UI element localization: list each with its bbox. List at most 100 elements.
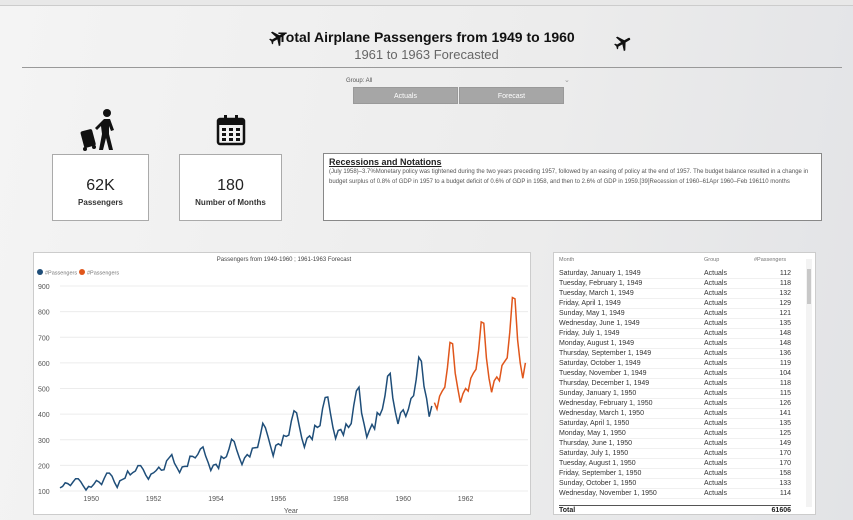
passengers-cell: 141 bbox=[779, 410, 791, 417]
table-row[interactable]: Saturday, July 1, 1950 Actuals 170 bbox=[559, 449, 791, 459]
scrollbar-thumb[interactable] bbox=[807, 269, 811, 304]
x-tick-label: 1956 bbox=[271, 496, 287, 503]
chevron-down-icon[interactable]: ⌄ bbox=[564, 76, 570, 84]
x-tick-label: 1958 bbox=[333, 496, 349, 503]
month-cell: Wednesday, March 1, 1950 bbox=[559, 410, 644, 417]
passengers-cell: 119 bbox=[779, 360, 791, 367]
month-cell: Friday, September 1, 1950 bbox=[559, 470, 642, 477]
month-cell: Wednesday, November 1, 1950 bbox=[559, 490, 657, 497]
forecast-button[interactable]: Forecast bbox=[459, 87, 564, 104]
legend-marker bbox=[79, 269, 85, 275]
series-line bbox=[433, 296, 527, 412]
month-cell: Monday, May 1, 1950 bbox=[559, 430, 626, 437]
passengers-cell: 135 bbox=[779, 420, 791, 427]
group-cell: Actuals bbox=[704, 320, 727, 327]
group-cell: Actuals bbox=[704, 270, 727, 277]
passengers-card: 62K Passengers bbox=[52, 154, 149, 221]
column-header-passengers[interactable]: #Passengers bbox=[754, 257, 787, 263]
header-divider bbox=[22, 67, 842, 68]
passengers-cell: 149 bbox=[779, 440, 791, 447]
month-cell: Sunday, May 1, 1949 bbox=[559, 310, 625, 317]
passengers-cell: 115 bbox=[779, 390, 791, 397]
passengers-cell: 104 bbox=[779, 370, 791, 377]
actuals-button[interactable]: Actuals bbox=[353, 87, 458, 104]
group-cell: Actuals bbox=[704, 490, 727, 497]
table-row[interactable]: Sunday, January 1, 1950 Actuals 115 bbox=[559, 389, 791, 399]
x-tick-label: 1954 bbox=[208, 496, 224, 503]
table-row[interactable]: Wednesday, November 1, 1950 Actuals 114 bbox=[559, 489, 791, 499]
passengers-line-chart: Passengers from 1949-1960 ; 1961-1963 Fo… bbox=[33, 252, 531, 515]
top-bar bbox=[0, 0, 853, 6]
month-cell: Wednesday, June 1, 1949 bbox=[559, 320, 640, 327]
passengers-cell: 132 bbox=[779, 290, 791, 297]
group-cell: Actuals bbox=[704, 330, 727, 337]
group-cell: Actuals bbox=[704, 370, 727, 377]
table-row[interactable]: Friday, September 1, 1950 Actuals 158 bbox=[559, 469, 791, 479]
table-row[interactable]: Wednesday, March 1, 1950 Actuals 141 bbox=[559, 409, 791, 419]
chart-legend: #Passengers #Passengers bbox=[37, 269, 119, 277]
page-subtitle: 1961 to 1963 Forecasted bbox=[354, 47, 499, 62]
group-cell: Actuals bbox=[704, 430, 727, 437]
total-label: Total bbox=[559, 507, 576, 514]
group-cell: Actuals bbox=[704, 360, 727, 367]
passengers-value: 62K bbox=[86, 177, 115, 194]
months-label: Number of Months bbox=[195, 198, 266, 207]
month-cell: Friday, April 1, 1949 bbox=[559, 300, 621, 307]
notes-text: (July 1958)–3.7%Monetary policy was tigh… bbox=[329, 169, 809, 185]
passengers-cell: 118 bbox=[779, 380, 791, 387]
column-header-month[interactable]: Month bbox=[559, 257, 575, 263]
table-row[interactable]: Monday, May 1, 1950 Actuals 125 bbox=[559, 429, 791, 439]
month-cell: Tuesday, November 1, 1949 bbox=[559, 370, 647, 377]
column-header-group[interactable]: Group bbox=[704, 257, 720, 263]
month-cell: Thursday, December 1, 1949 bbox=[559, 380, 650, 387]
airplane-icon bbox=[269, 31, 286, 47]
table-row[interactable]: Tuesday, August 1, 1950 Actuals 170 bbox=[559, 459, 791, 469]
group-cell: Actuals bbox=[704, 470, 727, 477]
table-row[interactable]: Saturday, April 1, 1950 Actuals 135 bbox=[559, 419, 791, 429]
months-value: 180 bbox=[217, 177, 244, 194]
legend-label: #Passengers bbox=[87, 271, 119, 277]
x-tick-label: 1950 bbox=[83, 496, 99, 503]
notes-title: Recessions and Notations bbox=[329, 157, 442, 167]
month-cell: Sunday, October 1, 1950 bbox=[559, 480, 637, 487]
group-cell: Actuals bbox=[704, 480, 727, 487]
group-cell: Actuals bbox=[704, 380, 727, 387]
passengers-cell: 148 bbox=[779, 330, 791, 337]
table-row[interactable]: Tuesday, March 1, 1949 Actuals 132 bbox=[559, 289, 791, 299]
table-row[interactable]: Monday, August 1, 1949 Actuals 148 bbox=[559, 339, 791, 349]
table-row[interactable]: Wednesday, February 1, 1950 Actuals 126 bbox=[559, 399, 791, 409]
month-cell: Friday, July 1, 1949 bbox=[559, 330, 620, 337]
table-total-row: Total 61606 bbox=[559, 505, 791, 514]
group-cell: Actuals bbox=[704, 410, 727, 417]
table-row[interactable]: Wednesday, June 1, 1949 Actuals 135 bbox=[559, 319, 791, 329]
passengers-cell: 133 bbox=[779, 480, 791, 487]
passengers-label: Passengers bbox=[78, 198, 123, 207]
table-row[interactable]: Thursday, June 1, 1950 Actuals 149 bbox=[559, 439, 791, 449]
passengers-cell: 121 bbox=[779, 310, 791, 317]
table-row[interactable]: Friday, April 1, 1949 Actuals 129 bbox=[559, 299, 791, 309]
passengers-table: Month Group #Passengers Saturday, Januar… bbox=[553, 252, 816, 515]
table-row[interactable]: Thursday, December 1, 1949 Actuals 118 bbox=[559, 379, 791, 389]
month-cell: Monday, August 1, 1949 bbox=[559, 340, 634, 347]
table-row[interactable]: Tuesday, February 1, 1949 Actuals 118 bbox=[559, 279, 791, 289]
passengers-cell: 148 bbox=[779, 340, 791, 347]
table-row[interactable]: Saturday, January 1, 1949 Actuals 112 bbox=[559, 269, 791, 279]
table-row[interactable]: Sunday, October 1, 1950 Actuals 133 bbox=[559, 479, 791, 489]
table-row[interactable]: Thursday, September 1, 1949 Actuals 136 bbox=[559, 349, 791, 359]
x-tick-label: 1962 bbox=[458, 496, 474, 503]
table-row[interactable]: Friday, July 1, 1949 Actuals 148 bbox=[559, 329, 791, 339]
legend-label: #Passengers bbox=[45, 271, 77, 277]
y-tick-label: 800 bbox=[38, 310, 50, 317]
table-row[interactable]: Saturday, October 1, 1949 Actuals 119 bbox=[559, 359, 791, 369]
total-value: 61606 bbox=[771, 507, 791, 514]
passengers-cell: 114 bbox=[779, 490, 791, 497]
month-cell: Saturday, October 1, 1949 bbox=[559, 360, 641, 367]
group-cell: Actuals bbox=[704, 440, 727, 447]
table-body: Saturday, January 1, 1949 Actuals 112 Tuesd… bbox=[559, 269, 791, 499]
table-scrollbar[interactable] bbox=[806, 259, 812, 507]
table-row[interactable]: Tuesday, November 1, 1949 Actuals 104 bbox=[559, 369, 791, 379]
month-cell: Thursday, June 1, 1950 bbox=[559, 440, 633, 447]
page-title: Total Airplane Passengers from 1949 to 1… bbox=[278, 29, 575, 45]
table-row[interactable]: Sunday, May 1, 1949 Actuals 121 bbox=[559, 309, 791, 319]
x-tick-label: 1952 bbox=[146, 496, 162, 503]
